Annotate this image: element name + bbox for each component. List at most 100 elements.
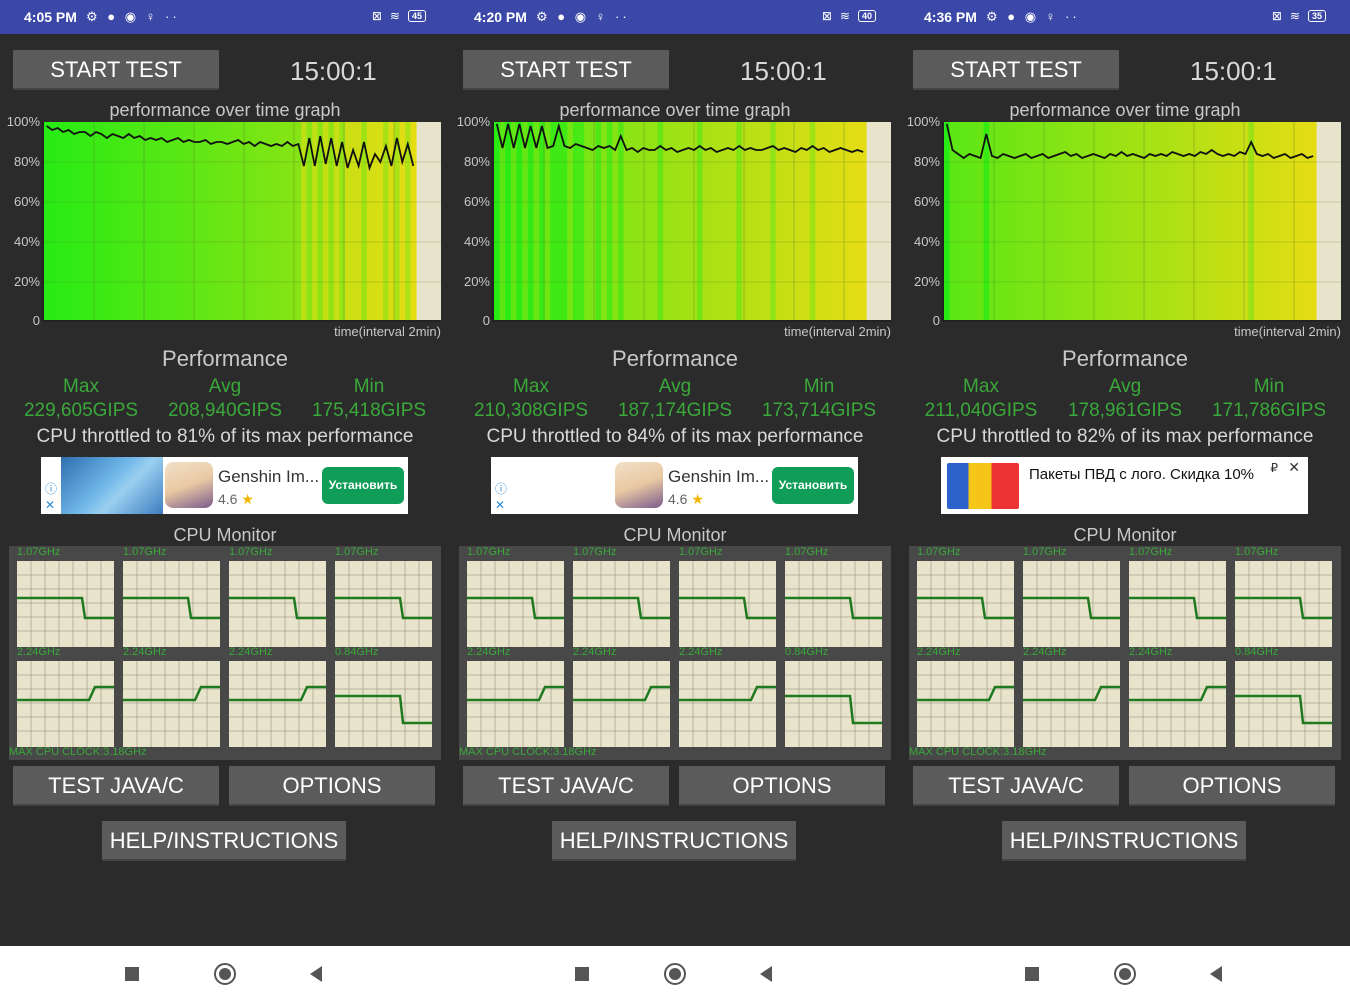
performance-title: Performance <box>162 346 288 371</box>
back-icon[interactable] <box>760 966 772 982</box>
start-test-button[interactable]: START TEST <box>463 50 669 90</box>
recents-icon[interactable] <box>575 967 589 981</box>
test-java-c-button[interactable]: TEST JAVA/C <box>913 766 1119 806</box>
help-instructions-button[interactable]: HELP/INSTRUCTIONS <box>102 821 346 861</box>
perf-bar <box>284 122 291 320</box>
perf-bar <box>257 122 264 320</box>
performance-graph <box>942 122 1341 322</box>
perf-bar <box>1163 122 1170 320</box>
min-label: Min <box>1253 376 1285 397</box>
status-time: 4:36 PM <box>924 9 977 25</box>
perf-bar <box>1259 122 1266 320</box>
core-graph-box <box>1235 561 1332 647</box>
perf-bar <box>606 122 613 320</box>
home-icon[interactable] <box>1114 963 1136 985</box>
perf-bar <box>860 122 867 320</box>
perf-bar <box>268 122 275 320</box>
help-instructions-button[interactable]: HELP/INSTRUCTIONS <box>552 821 796 861</box>
notification-icons: ⚙ ● ◉ ♀ ·· <box>536 9 630 24</box>
perf-bar <box>843 122 850 320</box>
cpu-core-5: 2.24GHz <box>917 646 1014 747</box>
core-graph-box <box>1129 661 1226 747</box>
perf-bar <box>770 122 777 320</box>
perf-bar <box>147 122 154 320</box>
core-graph-box <box>917 561 1014 647</box>
options-button[interactable]: OPTIONS <box>679 766 885 806</box>
perf-bar <box>809 122 816 320</box>
back-icon[interactable] <box>310 966 322 982</box>
options-button[interactable]: OPTIONS <box>229 766 435 806</box>
perf-bar <box>175 122 182 320</box>
perf-bar <box>989 122 996 320</box>
core-graph <box>573 661 670 747</box>
ad-rating-value: 4.6 <box>218 491 238 507</box>
core-frequency: 0.84GHz <box>1235 646 1279 658</box>
core-graph-box <box>335 561 432 647</box>
performance-graph <box>492 122 891 322</box>
perf-bar <box>1039 122 1046 320</box>
test-duration: 15:00:1 <box>290 56 377 86</box>
x-axis-label: time(interval 2min) <box>334 324 441 339</box>
y-axis-label: 0 <box>932 313 940 328</box>
perf-bar <box>60 122 67 320</box>
home-icon[interactable] <box>664 963 686 985</box>
core-graph-box <box>123 561 220 647</box>
options-button[interactable]: OPTIONS <box>1129 766 1335 806</box>
test-java-c-button[interactable]: TEST JAVA/C <box>463 766 669 806</box>
cpu-core-7: 2.24GHz <box>229 646 326 747</box>
perf-bar <box>674 122 681 320</box>
perf-line <box>945 123 1314 160</box>
perf-bar <box>1231 122 1238 320</box>
perf-bar <box>388 122 395 320</box>
vibrate-icon: ⊠ <box>371 9 382 23</box>
perf-bar <box>1062 122 1069 320</box>
ad-banner[interactable]: ⓘ ✕ Genshin Im... 4.6 ★ Установить <box>491 457 858 514</box>
perf-bar <box>955 122 962 320</box>
help-instructions-button[interactable]: HELP/INSTRUCTIONS <box>1002 821 1246 861</box>
back-icon[interactable] <box>1210 966 1222 982</box>
perf-bar <box>399 122 406 320</box>
home-icon[interactable] <box>214 963 236 985</box>
perf-bar <box>1056 122 1063 320</box>
perf-bar <box>663 122 670 320</box>
recents-icon[interactable] <box>1025 967 1039 981</box>
battery-icon: 45 <box>407 10 426 22</box>
perf-bar <box>680 122 687 320</box>
perf-bar <box>820 122 828 320</box>
test-java-c-button[interactable]: TEST JAVA/C <box>13 766 219 806</box>
core-frequency-line <box>679 596 776 620</box>
install-button[interactable]: Установить <box>322 467 404 504</box>
start-test-button[interactable]: START TEST <box>13 50 219 90</box>
ad-banner[interactable]: Пакеты ПВД с лого. Скидка 10% ₽ ✕ <box>941 457 1308 514</box>
start-test-button[interactable]: START TEST <box>913 50 1119 90</box>
ad-choices-icon[interactable]: ⓘ ✕ <box>495 482 508 512</box>
avg-value: 178,961GIPS <box>1067 400 1183 421</box>
recents-icon[interactable] <box>125 967 139 981</box>
core-graph-box <box>785 561 882 647</box>
perf-bar <box>702 122 709 320</box>
star-icon: ★ <box>241 491 254 507</box>
max-label: Max <box>63 376 99 397</box>
test-duration: 15:00:1 <box>740 56 827 86</box>
perf-bar <box>235 122 242 320</box>
core-graph <box>785 561 882 647</box>
ad-choices-icon[interactable]: ⓘ ✕ <box>45 482 58 512</box>
nav-segment <box>0 946 450 1000</box>
install-button[interactable]: Установить <box>772 467 854 504</box>
status-bar-segment: 4:05 PM ⚙ ● ◉ ♀ ·· ⊠ ≋ 45 <box>0 0 450 34</box>
ad-banner[interactable]: ⓘ ✕ Genshin Im... 4.6 ★ Установить <box>41 457 408 514</box>
perf-bar <box>153 122 160 320</box>
core-frequency-line <box>123 596 220 620</box>
perf-bar <box>1282 122 1289 320</box>
core-graph-box <box>335 661 432 747</box>
perf-bar <box>377 122 384 320</box>
perf-bar <box>1208 122 1216 320</box>
perf-bar <box>1130 122 1137 320</box>
perf-bar <box>1118 122 1125 320</box>
perf-bar <box>758 122 766 320</box>
close-icon[interactable]: ✕ <box>1288 459 1300 475</box>
perf-bar <box>685 122 692 320</box>
wifi-icon: ≋ <box>839 9 850 23</box>
perf-bar <box>1304 122 1311 320</box>
perf-bar <box>618 122 625 320</box>
